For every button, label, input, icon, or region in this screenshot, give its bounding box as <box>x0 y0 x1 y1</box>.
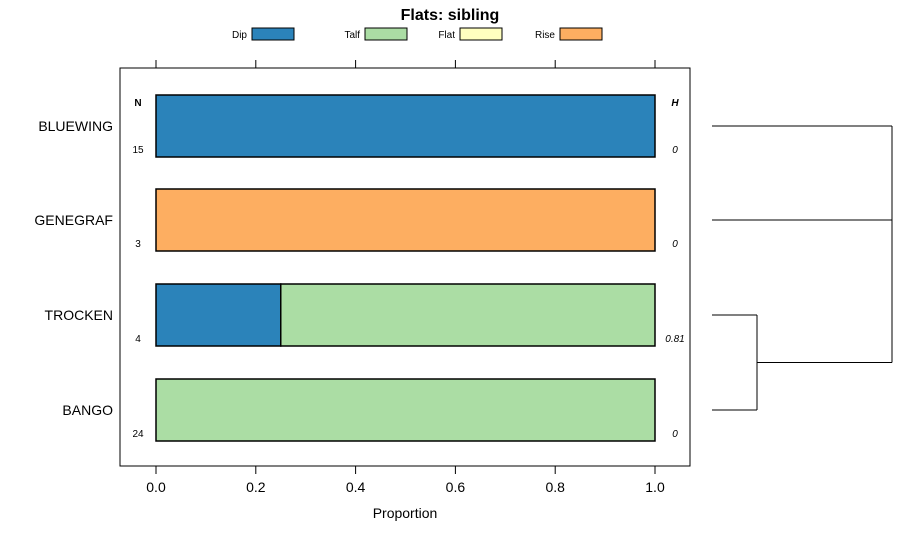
x-tick-label: 0.8 <box>545 479 565 495</box>
x-tick-label: 0.6 <box>446 479 466 495</box>
h-value-genegraf: 0 <box>672 239 678 250</box>
bar-trocken-talf <box>280 283 656 347</box>
n-column-header: N <box>134 98 141 109</box>
h-column-header: H <box>671 98 679 109</box>
top-axis-ticks <box>155 60 656 68</box>
n-values: 15 3 4 24 <box>132 145 144 440</box>
n-value-trocken: 4 <box>135 334 141 345</box>
legend-label-flat: Flat <box>438 30 455 41</box>
chart-title: Flats: sibling <box>401 7 500 24</box>
legend: Dip Talf Flat Rise <box>232 27 603 41</box>
row-label-trocken: TROCKEN <box>45 307 113 323</box>
bar-bango-talf <box>155 378 656 442</box>
legend-label-talf: Talf <box>344 30 360 41</box>
x-axis: 0.0 0.2 0.4 0.6 0.8 1.0 <box>146 466 665 495</box>
dendrogram <box>712 125 893 411</box>
x-tick-label: 0.2 <box>246 479 266 495</box>
plot-frame <box>119 67 691 467</box>
x-axis-label: Proportion <box>373 505 438 521</box>
legend-swatch-dip <box>251 27 295 41</box>
legend-swatch-talf <box>364 27 408 41</box>
h-values: 0 0 0.81 0 <box>665 145 684 440</box>
x-tick-label: 0.4 <box>346 479 366 495</box>
n-value-genegraf: 3 <box>135 239 141 250</box>
n-value-bluewing: 15 <box>132 145 144 156</box>
h-value-bango: 0 <box>672 429 678 440</box>
bar-trocken-dip <box>155 283 282 347</box>
x-tick-label: 0.0 <box>146 479 166 495</box>
legend-swatch-flat <box>459 27 503 41</box>
bars <box>155 94 656 442</box>
legend-swatch-rise <box>559 27 603 41</box>
legend-label-rise: Rise <box>535 30 555 41</box>
bar-bluewing-dip <box>155 94 656 158</box>
h-value-bluewing: 0 <box>672 145 678 156</box>
row-labels: BLUEWING GENEGRAF TROCKEN BANGO <box>34 118 113 418</box>
n-value-bango: 24 <box>132 429 144 440</box>
row-label-bango: BANGO <box>62 402 113 418</box>
x-tick-label: 1.0 <box>645 479 665 495</box>
legend-label-dip: Dip <box>232 30 247 41</box>
row-label-bluewing: BLUEWING <box>38 118 113 134</box>
row-label-genegraf: GENEGRAF <box>34 212 113 228</box>
h-value-trocken: 0.81 <box>665 334 684 345</box>
bar-genegraf-rise <box>155 188 656 252</box>
